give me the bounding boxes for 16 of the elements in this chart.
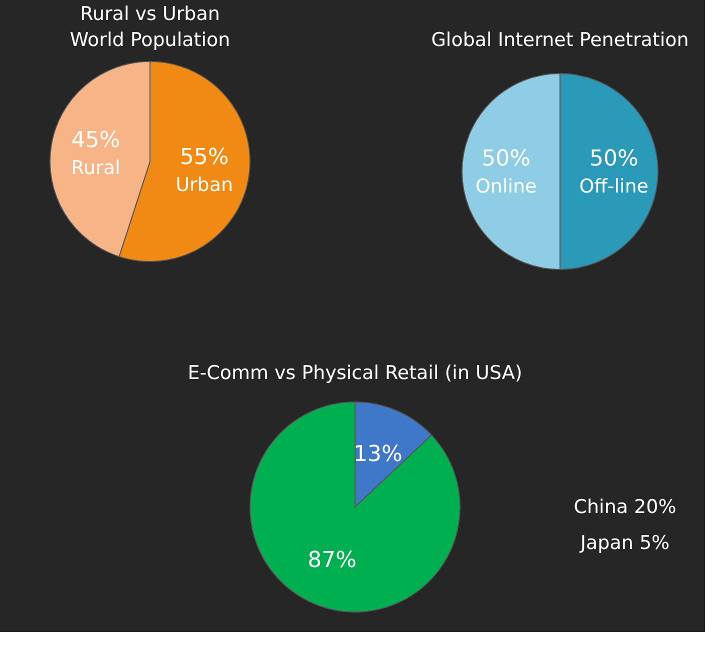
- text: Japan 5%: [579, 532, 670, 554]
- slice-label: Off-line: [579, 176, 648, 198]
- data-label: 50%: [589, 146, 638, 172]
- slice-label: Online: [475, 176, 537, 198]
- chart-title: Rural vs Urban World Population: [70, 3, 230, 51]
- text: China 20%: [574, 496, 676, 518]
- data-label: 13%: [353, 442, 402, 467]
- data-label: 45%: [71, 128, 120, 153]
- data-label: 87%: [308, 548, 357, 573]
- slice-label: Rural: [71, 156, 120, 179]
- chart-title: Global Internet Penetration: [431, 29, 689, 51]
- slice-label: Urban: [176, 174, 234, 196]
- data-label: 55%: [180, 145, 229, 170]
- pie-slice: [250, 402, 460, 612]
- chart-title: E-Comm vs Physical Retail (in USA): [188, 362, 522, 384]
- data-label: 50%: [482, 146, 531, 172]
